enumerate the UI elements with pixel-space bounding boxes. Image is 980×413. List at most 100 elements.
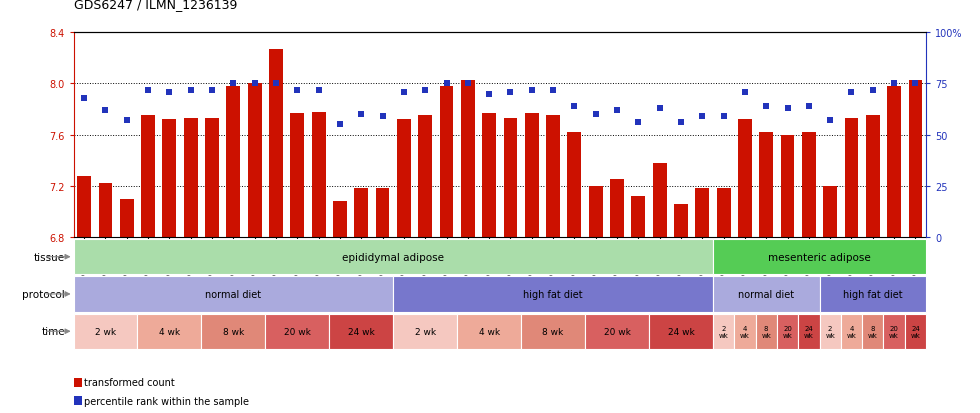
Bar xyxy=(653,164,666,237)
Text: 20 wk: 20 wk xyxy=(284,327,311,336)
Text: 4
wk: 4 wk xyxy=(740,325,750,338)
Point xyxy=(566,103,582,110)
Point xyxy=(801,103,816,110)
Text: mesenteric adipose: mesenteric adipose xyxy=(768,252,871,262)
Bar xyxy=(375,189,389,237)
Bar xyxy=(74,240,712,275)
Text: 2
wk: 2 wk xyxy=(718,325,728,338)
Text: 8 wk: 8 wk xyxy=(222,327,244,336)
Bar xyxy=(393,277,712,312)
Bar xyxy=(887,87,901,237)
Bar xyxy=(137,314,201,349)
Bar xyxy=(461,80,474,237)
Bar xyxy=(226,87,240,237)
Bar xyxy=(712,314,734,349)
Bar xyxy=(74,396,82,405)
Bar xyxy=(611,180,624,237)
Bar xyxy=(819,314,841,349)
Point xyxy=(481,91,497,98)
Bar xyxy=(777,314,798,349)
Bar xyxy=(712,240,926,275)
Text: 4
wk: 4 wk xyxy=(847,325,857,338)
Bar xyxy=(696,189,710,237)
Bar xyxy=(802,133,815,237)
Point xyxy=(886,81,902,88)
Text: 20 wk: 20 wk xyxy=(604,327,630,336)
Bar xyxy=(74,314,137,349)
Text: 2 wk: 2 wk xyxy=(95,327,116,336)
Point xyxy=(140,87,156,94)
Text: normal diet: normal diet xyxy=(738,289,795,299)
Point xyxy=(907,81,923,88)
Text: percentile rank within the sample: percentile rank within the sample xyxy=(84,396,250,406)
Bar xyxy=(525,114,539,237)
Bar xyxy=(184,119,198,237)
Text: 20
wk: 20 wk xyxy=(783,325,793,338)
Bar xyxy=(270,50,283,237)
Bar xyxy=(546,116,560,237)
Bar xyxy=(589,186,603,237)
Point xyxy=(503,89,518,96)
Point xyxy=(183,87,199,94)
Point xyxy=(822,118,838,124)
Bar xyxy=(120,199,133,237)
Bar xyxy=(248,84,262,237)
Text: 24 wk: 24 wk xyxy=(348,327,374,336)
Text: 24 wk: 24 wk xyxy=(667,327,695,336)
Point xyxy=(588,112,604,118)
Point xyxy=(396,89,412,96)
Bar xyxy=(841,314,862,349)
Bar xyxy=(905,314,926,349)
Point xyxy=(737,89,753,96)
Bar xyxy=(819,277,926,312)
Bar xyxy=(716,189,730,237)
Bar xyxy=(74,277,393,312)
Bar xyxy=(393,314,457,349)
Text: 2
wk: 2 wk xyxy=(825,325,835,338)
Point xyxy=(439,81,455,88)
Bar xyxy=(77,176,91,237)
Text: tissue: tissue xyxy=(34,252,65,262)
Point xyxy=(98,107,114,114)
Bar xyxy=(862,314,884,349)
Text: 20
wk: 20 wk xyxy=(889,325,899,338)
Point xyxy=(119,118,134,124)
Text: normal diet: normal diet xyxy=(205,289,262,299)
Text: 8 wk: 8 wk xyxy=(543,327,564,336)
Point xyxy=(673,120,689,126)
Bar xyxy=(567,133,581,237)
Bar xyxy=(418,116,432,237)
Bar xyxy=(355,189,368,237)
Point xyxy=(247,81,263,88)
Bar xyxy=(266,314,329,349)
Bar xyxy=(205,119,219,237)
Text: GDS6247 / ILMN_1236139: GDS6247 / ILMN_1236139 xyxy=(74,0,237,11)
Bar xyxy=(202,314,266,349)
Bar xyxy=(823,186,837,237)
Point xyxy=(759,103,774,110)
Text: 24
wk: 24 wk xyxy=(910,325,920,338)
Point xyxy=(652,105,667,112)
Bar xyxy=(760,133,773,237)
Text: 8
wk: 8 wk xyxy=(868,325,878,338)
Bar xyxy=(504,119,517,237)
Bar xyxy=(756,314,777,349)
Text: time: time xyxy=(41,326,65,337)
Bar xyxy=(908,80,922,237)
Text: 4 wk: 4 wk xyxy=(159,327,180,336)
Bar xyxy=(440,87,454,237)
Text: 4 wk: 4 wk xyxy=(478,327,500,336)
Point xyxy=(162,89,177,96)
Bar xyxy=(141,116,155,237)
Bar xyxy=(333,202,347,237)
Point xyxy=(780,105,796,112)
Point xyxy=(715,114,731,120)
Bar xyxy=(457,314,521,349)
Point xyxy=(460,81,475,88)
Point xyxy=(524,87,540,94)
Bar xyxy=(163,120,176,237)
Point xyxy=(269,81,284,88)
Bar xyxy=(631,197,645,237)
Point xyxy=(695,114,710,120)
Bar xyxy=(712,277,819,312)
